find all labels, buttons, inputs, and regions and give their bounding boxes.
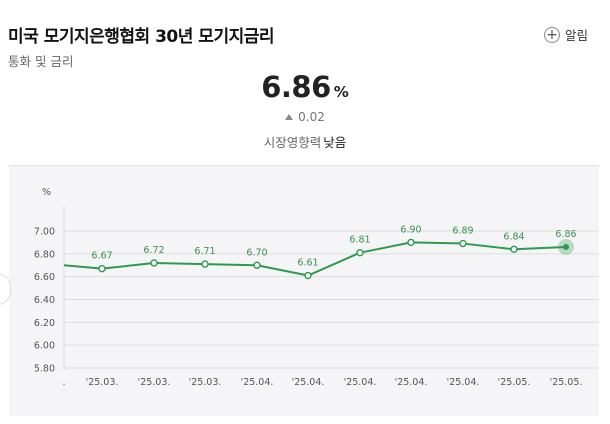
indicator-title: 미국 모기지은행협회 30년 모기지금리: [8, 27, 275, 47]
data-label: 6.61: [297, 258, 318, 269]
x-tick-label: '25.04.: [344, 377, 377, 388]
y-tick-label: 6.80: [34, 249, 55, 260]
data-label: 6.67: [91, 251, 112, 262]
x-tick-label: '25.03.: [189, 377, 222, 388]
x-tick-label: '25.04.: [241, 377, 274, 388]
triangle-up-icon: [285, 114, 294, 120]
data-point[interactable]: [150, 259, 158, 267]
x-tick-label: '25.04.: [447, 377, 480, 388]
line-chart[interactable]: % 7.00 6.80 6.60 6.40 6.20 6.00 5.80. '25.03. '25…: [9, 166, 599, 416]
rate-value: 6.86: [261, 70, 331, 104]
x-tick-label: '25.03.: [86, 377, 119, 388]
y-axis-unit-label: %: [42, 187, 51, 198]
rate-unit: %: [333, 83, 349, 101]
x-tick-label: '25.04.: [395, 377, 428, 388]
data-label: 6.71: [194, 246, 215, 257]
data-point[interactable]: [563, 243, 569, 250]
y-tick-label: 6.20: [34, 318, 55, 329]
data-point[interactable]: [304, 271, 312, 280]
data-point[interactable]: [201, 260, 209, 268]
x-tick-label: .: [62, 377, 65, 388]
data-point[interactable]: [407, 238, 415, 247]
rate-change: 0.02: [0, 110, 610, 124]
alarm-button[interactable]: + 알림: [543, 25, 588, 44]
change-value: 0.02: [298, 110, 325, 124]
data-point[interactable]: [356, 248, 364, 257]
chart-panel: % 7.00 6.80 6.60 6.40 6.20 6.00 5.80. '25.03. '25…: [9, 165, 599, 416]
impact-level: 낮음: [323, 135, 347, 150]
category-label[interactable]: 통화 및 금리: [8, 54, 74, 69]
x-tick-label: '25.04.: [292, 377, 325, 388]
impact-label: 시장영향력: [263, 135, 322, 150]
data-label: 6.84: [503, 231, 524, 242]
y-tick-label: 5.80: [34, 364, 55, 375]
data-point[interactable]: [98, 264, 106, 273]
current-rate: 6.86%: [0, 70, 610, 104]
market-impact: 시장영향력 낮음: [0, 132, 610, 151]
data-label: 6.70: [246, 247, 267, 258]
data-label: 6.90: [400, 224, 421, 235]
y-tick-label: 6.00: [34, 341, 55, 352]
data-label: 6.81: [349, 235, 370, 246]
data-point[interactable]: [510, 245, 518, 253]
x-tick-label: '25.03.: [138, 377, 171, 388]
x-tick-label: '25.05.: [498, 377, 531, 388]
alarm-label: 알림: [564, 28, 588, 43]
x-tick-label: '25.05.: [550, 377, 583, 388]
data-label: 6.72: [143, 245, 164, 256]
y-tick-label: 6.40: [34, 295, 55, 306]
data-point[interactable]: [253, 261, 261, 269]
y-tick-label: 7.00: [34, 227, 55, 238]
plus-icon: +: [543, 26, 560, 43]
y-tick-label: 6.60: [34, 272, 55, 283]
data-label: 6.89: [452, 226, 473, 237]
data-label: 6.86: [555, 229, 576, 240]
data-point[interactable]: [459, 239, 467, 248]
